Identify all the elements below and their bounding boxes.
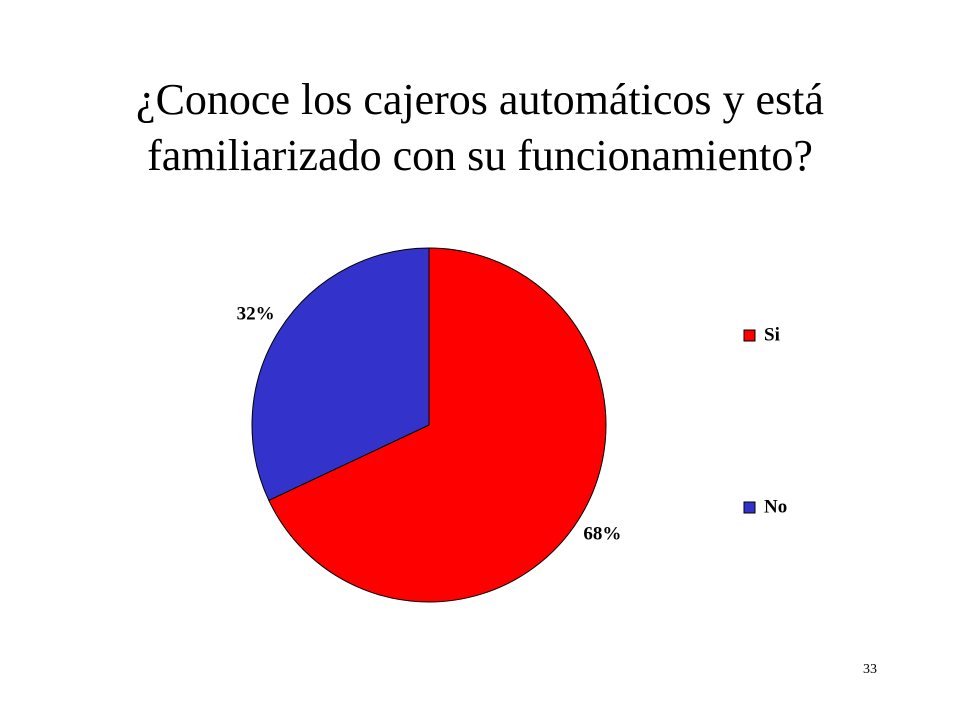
pie-label-si: 68%: [583, 523, 621, 544]
pie-slice-si: [268, 247, 607, 603]
legend-swatch-si: [743, 329, 756, 342]
legend-label-no: No: [764, 496, 787, 517]
page-number: 33: [863, 662, 877, 677]
slide-title: ¿Conoce los cajeros automáticos y está f…: [30, 72, 930, 184]
pie-label-no: 32%: [237, 303, 275, 324]
pie-slices: [251, 247, 607, 603]
slide-title-line-1: ¿Conoce los cajeros automáticos y está: [136, 75, 824, 124]
legend-label-si: Si: [764, 324, 780, 345]
legend-swatch-no: [743, 501, 756, 514]
slide-title-line-2: familiarizado con su funcionamiento?: [147, 131, 813, 180]
chart-legend: Si No: [743, 324, 787, 517]
pie-data-labels: 68% 32%: [237, 303, 622, 544]
pie-slice-no: [251, 247, 430, 502]
